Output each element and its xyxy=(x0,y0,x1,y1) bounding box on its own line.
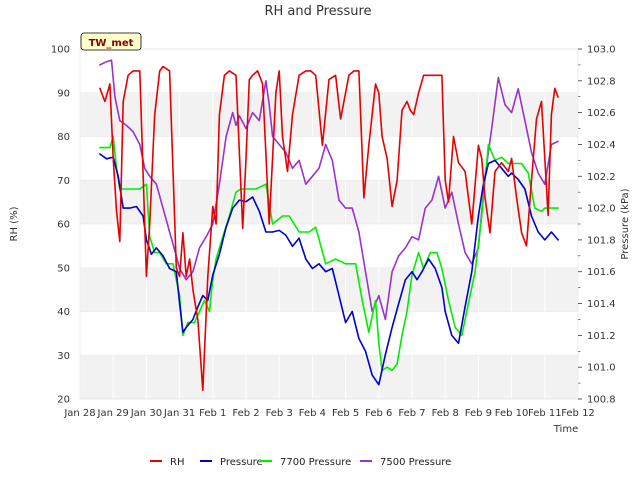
x-tick-label: Jan 29 xyxy=(97,408,129,419)
right-tick-label: 101.0 xyxy=(587,363,616,374)
left-axis-label: RH (%) xyxy=(9,206,20,241)
x-tick-label: Feb 2 xyxy=(232,408,259,419)
right-axis: 100.8 101.0 101.2 101.4 101.6 101.8 102.0 102.2… xyxy=(578,45,616,406)
x-axis: Jan 28 Jan 29 Jan 30 Jan 31 Feb 1 Feb 2 Feb 3 F… xyxy=(63,408,594,419)
station-label: TW_met xyxy=(89,38,134,49)
right-tick-label: 102.4 xyxy=(587,140,616,151)
right-tick-label: 101.2 xyxy=(587,331,616,342)
right-tick-label: 101.8 xyxy=(587,235,616,246)
right-tick-label: 102.2 xyxy=(587,172,616,183)
series-line-pressure xyxy=(99,153,559,386)
left-tick-label: 70 xyxy=(57,176,70,187)
series-layer xyxy=(99,59,559,392)
right-tick-label: 100.8 xyxy=(587,395,616,406)
right-axis-label: Pressure (kPa) xyxy=(620,188,631,259)
left-tick-label: 40 xyxy=(57,307,70,318)
x-tick-label: Feb 1 xyxy=(199,408,226,419)
x-tick-label: Jan 28 xyxy=(63,408,95,419)
right-tick-label: 103.0 xyxy=(587,45,616,56)
series-line-rh xyxy=(99,65,559,392)
right-tick-label: 101.4 xyxy=(587,299,616,310)
left-tick-label: 100 xyxy=(51,45,70,56)
legend-label-pressure: Pressure xyxy=(220,457,263,468)
legend-label-7500-pressure: 7500 Pressure xyxy=(380,457,451,468)
x-axis-label: Time xyxy=(553,424,578,435)
left-axis: 20 30 40 50 60 70 80 90 100 xyxy=(51,45,70,406)
series-line-7700-pressure xyxy=(99,135,559,372)
x-tick-label: Feb 7 xyxy=(398,408,425,419)
x-tick-label: Feb 4 xyxy=(299,408,326,419)
left-tick-label: 90 xyxy=(57,88,70,99)
x-tick-label: Jan 31 xyxy=(163,408,195,419)
left-tick-label: 30 xyxy=(57,351,70,362)
station-label-box: TW_met xyxy=(80,32,142,51)
right-tick-label: 102.6 xyxy=(587,108,616,119)
legend-label-rh: RH xyxy=(170,457,184,468)
plot-band xyxy=(80,267,578,312)
x-tick-label: Feb 3 xyxy=(266,408,293,419)
right-tick-label: 101.6 xyxy=(587,267,616,278)
plot-band xyxy=(80,180,578,224)
chart-title: RH and Pressure xyxy=(264,4,371,19)
x-tick-label: Feb 12 xyxy=(561,408,595,419)
legend: RH Pressure 7700 Pressure 7500 Pressure xyxy=(150,457,451,468)
x-tick-label: Jan 30 xyxy=(130,408,162,419)
x-tick-label: Feb 8 xyxy=(432,408,459,419)
plot-band xyxy=(80,355,578,399)
right-tick-label: 102.8 xyxy=(587,76,616,87)
right-tick-label: 102.0 xyxy=(587,204,616,215)
station-label-background xyxy=(80,32,142,51)
left-tick-label: 50 xyxy=(57,263,70,274)
x-tick-label: Feb 10 xyxy=(495,408,529,419)
x-tick-label: Feb 6 xyxy=(365,408,392,419)
left-tick-label: 20 xyxy=(57,395,70,406)
left-tick-label: 80 xyxy=(57,132,70,143)
left-tick-label: 60 xyxy=(57,220,70,231)
legend-label-7700-pressure: 7700 Pressure xyxy=(280,457,351,468)
x-tick-label: Feb 5 xyxy=(332,408,359,419)
x-tick-label: Feb 9 xyxy=(465,408,492,419)
x-tick-label: Feb 11 xyxy=(528,408,562,419)
